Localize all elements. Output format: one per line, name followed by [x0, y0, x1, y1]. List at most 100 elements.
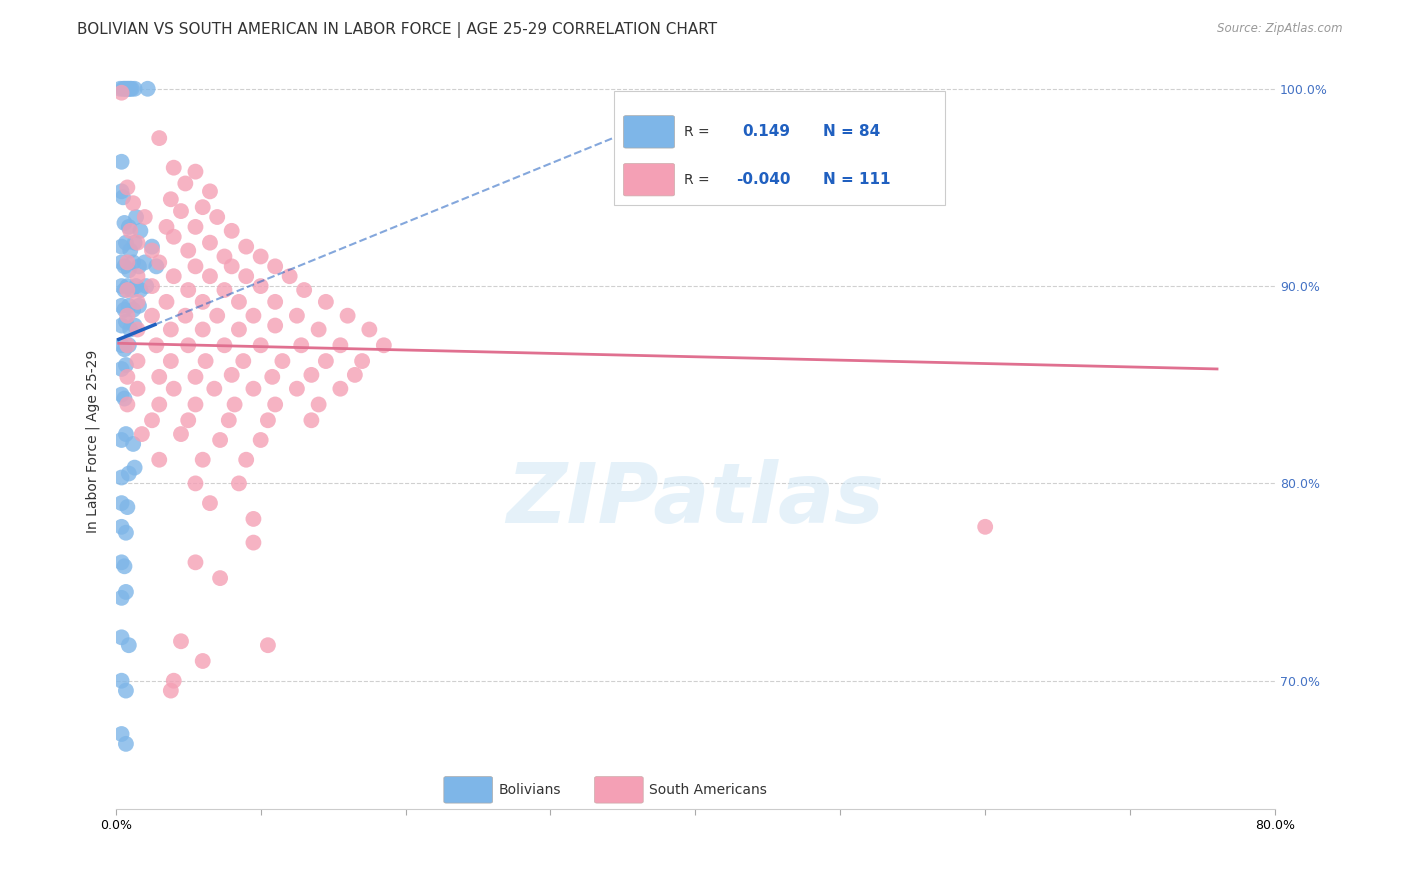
Point — [336, 309, 359, 323]
Point — [242, 535, 264, 549]
Point — [120, 322, 142, 336]
Text: N = 84: N = 84 — [823, 124, 880, 139]
Point — [198, 235, 221, 250]
Point — [177, 244, 200, 258]
Point — [135, 279, 157, 293]
Point — [110, 86, 132, 100]
Point — [170, 634, 193, 648]
Point — [214, 283, 236, 297]
Point — [118, 219, 141, 234]
Point — [177, 283, 200, 297]
Point — [110, 338, 132, 352]
Point — [134, 210, 156, 224]
Point — [174, 177, 197, 191]
Point — [235, 452, 257, 467]
Point — [110, 279, 132, 293]
Point — [170, 427, 193, 442]
Point — [184, 219, 207, 234]
Point — [115, 427, 138, 442]
Point — [115, 358, 138, 372]
Point — [191, 322, 214, 336]
Point — [242, 309, 264, 323]
Point — [128, 299, 150, 313]
Point — [228, 322, 250, 336]
Point — [264, 294, 287, 309]
Point — [110, 185, 132, 199]
Point — [974, 520, 997, 534]
Point — [118, 82, 141, 96]
Point — [115, 683, 138, 698]
Point — [191, 294, 214, 309]
Point — [292, 283, 315, 297]
Point — [177, 338, 200, 352]
Point — [163, 269, 186, 284]
Point — [315, 354, 337, 368]
Point — [114, 216, 136, 230]
Point — [118, 338, 141, 352]
Point — [115, 585, 138, 599]
Text: R =: R = — [683, 125, 710, 139]
FancyBboxPatch shape — [444, 777, 492, 803]
Point — [148, 255, 170, 269]
Point — [264, 397, 287, 411]
Point — [117, 397, 139, 411]
Y-axis label: In Labor Force | Age 25-29: In Labor Force | Age 25-29 — [86, 350, 100, 533]
Point — [145, 338, 167, 352]
Point — [209, 433, 232, 447]
Point — [174, 309, 197, 323]
Point — [117, 180, 139, 194]
Point — [110, 673, 132, 688]
FancyBboxPatch shape — [623, 163, 675, 196]
Point — [315, 294, 337, 309]
Point — [184, 164, 207, 178]
Point — [110, 591, 132, 605]
Point — [125, 279, 148, 293]
Point — [110, 496, 132, 510]
Point — [110, 630, 132, 644]
Point — [115, 525, 138, 540]
Point — [117, 283, 139, 297]
Point — [198, 496, 221, 510]
Point — [249, 250, 271, 264]
Point — [148, 131, 170, 145]
Point — [122, 302, 145, 317]
Point — [160, 322, 183, 336]
Point — [160, 683, 183, 698]
Point — [114, 392, 136, 406]
Point — [118, 467, 141, 481]
Point — [352, 354, 374, 368]
Point — [232, 354, 254, 368]
Point — [115, 82, 138, 96]
Point — [114, 343, 136, 357]
Point — [110, 470, 132, 484]
Point — [271, 354, 294, 368]
Point — [114, 559, 136, 574]
Point — [117, 82, 139, 96]
Point — [160, 192, 183, 206]
Point — [242, 512, 264, 526]
Point — [373, 338, 395, 352]
Point — [115, 737, 138, 751]
Point — [114, 283, 136, 297]
Point — [218, 413, 240, 427]
Point — [141, 413, 163, 427]
Point — [160, 354, 183, 368]
Point — [299, 368, 322, 382]
Point — [141, 309, 163, 323]
Point — [127, 322, 149, 336]
Point — [329, 338, 352, 352]
Point — [141, 244, 163, 258]
Point — [184, 555, 207, 569]
Point — [184, 369, 207, 384]
Point — [111, 82, 134, 96]
Point — [118, 638, 141, 652]
Point — [108, 82, 131, 96]
Point — [110, 362, 132, 376]
Point — [285, 309, 308, 323]
Point — [148, 452, 170, 467]
Point — [114, 260, 136, 274]
FancyBboxPatch shape — [595, 777, 643, 803]
Text: N = 111: N = 111 — [823, 172, 890, 187]
Point — [129, 224, 152, 238]
Point — [202, 382, 225, 396]
